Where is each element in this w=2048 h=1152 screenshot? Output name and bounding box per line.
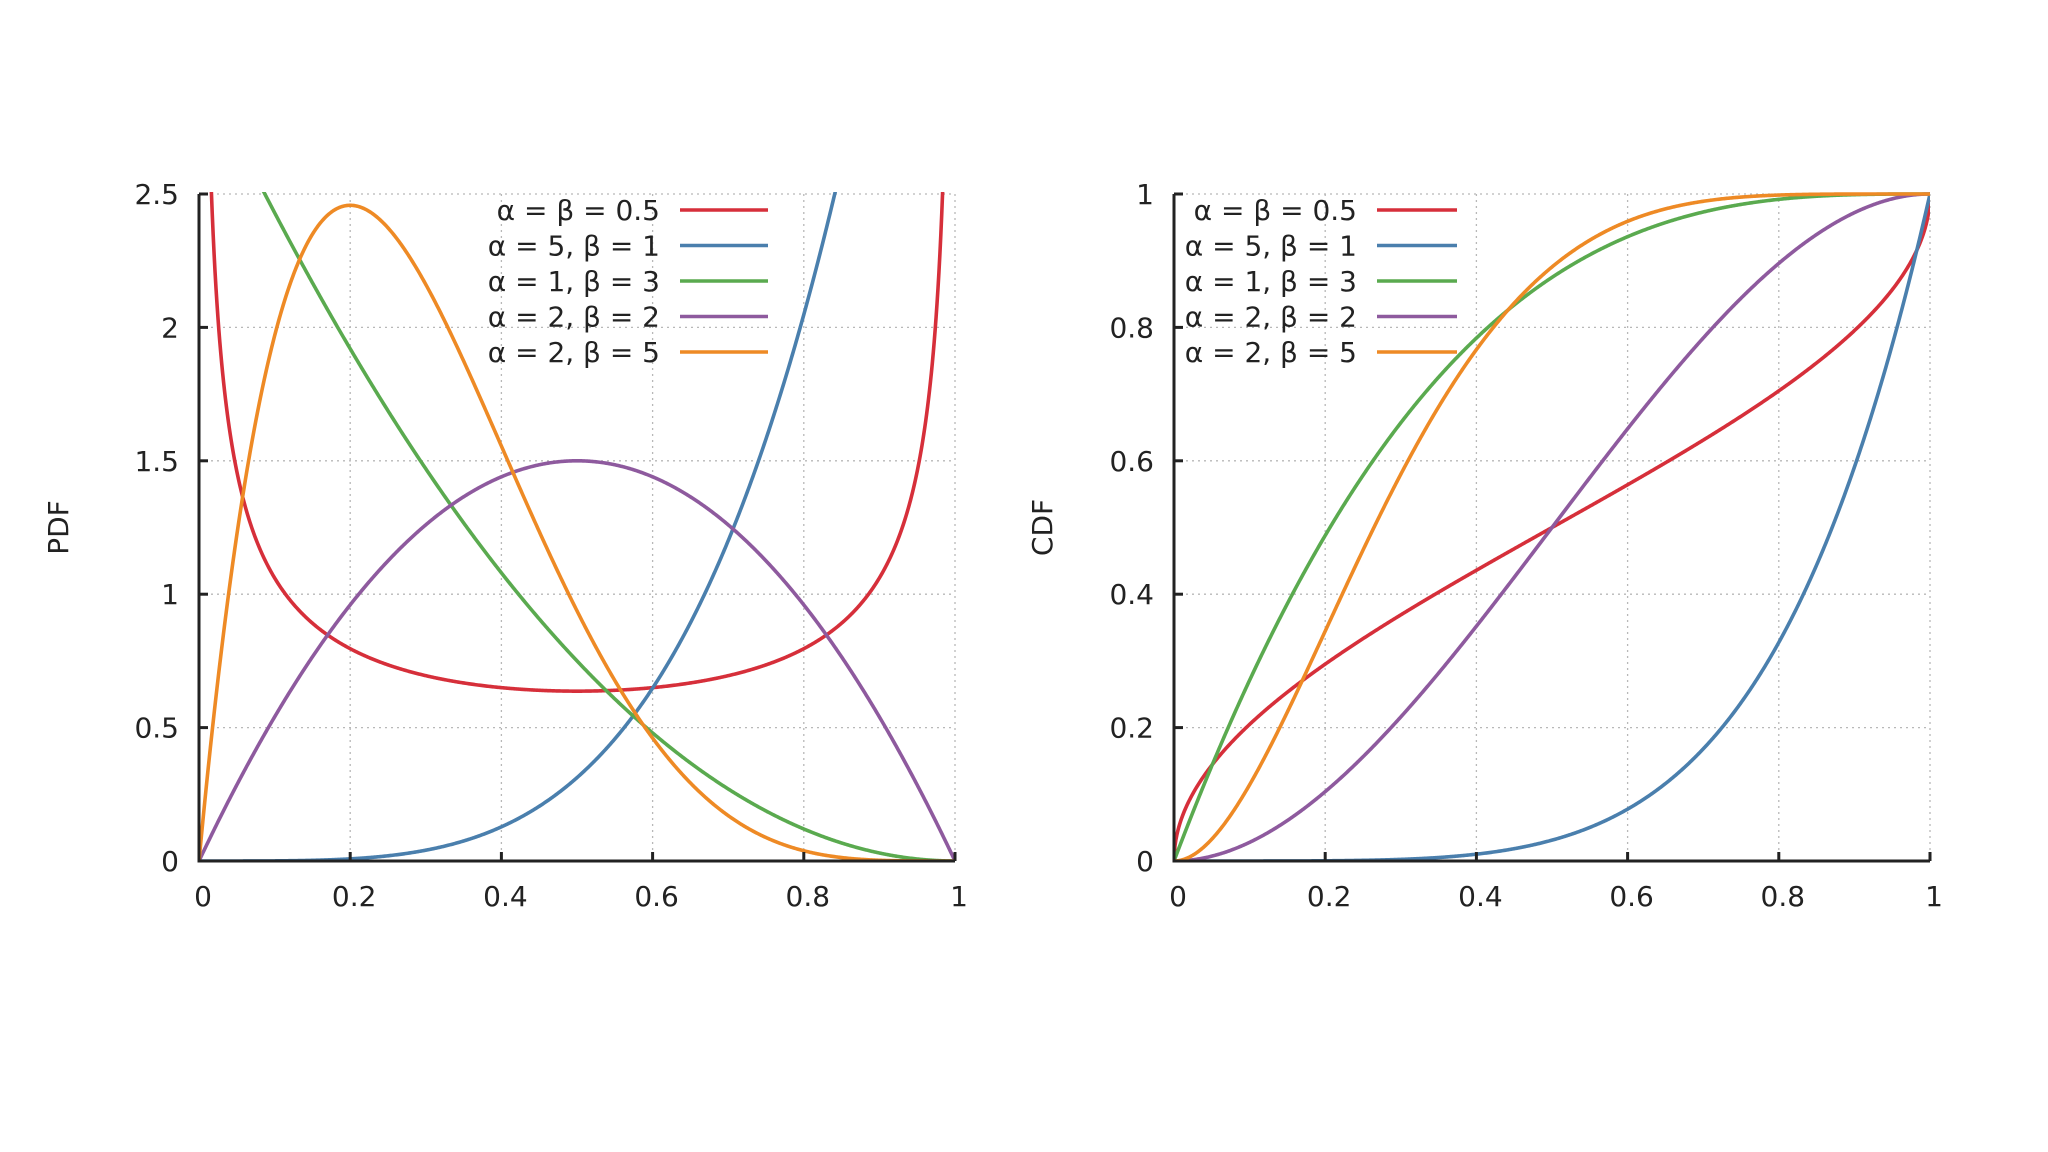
x-tick-label: 1 [950, 880, 968, 913]
y-axis-title: CDF [1026, 499, 1059, 556]
x-tick-label: 0.4 [1458, 880, 1503, 913]
x-tick-label: 1 [1925, 880, 1943, 913]
legend-label: α = 2, β = 5 [1185, 336, 1357, 369]
series-line [1174, 192, 1930, 861]
chart-panel-pdf: 0 0.2 0.4 0.6 0.8 1 0 0.5 1 1.5 2 2.5 PDF α = β = 0.5… [42, 178, 968, 913]
series-line [199, 203, 955, 861]
x-tick-label: 0 [1169, 880, 1187, 913]
y-tick-label: 0.8 [1109, 311, 1154, 344]
x-tick-label: 0.4 [483, 880, 528, 913]
x-tick-label: 0.8 [1761, 880, 1806, 913]
y-tick-label: 0.6 [1109, 445, 1154, 478]
y-tick-label: 1 [161, 578, 179, 611]
x-tick-label: 0.2 [1307, 880, 1352, 913]
series-line [261, 192, 955, 861]
y-tick-label: 0 [161, 845, 179, 878]
series-line [199, 458, 955, 861]
series-line [209, 192, 945, 693]
legend-label: α = 1, β = 3 [1185, 265, 1357, 298]
x-tick-label: 0.6 [634, 880, 679, 913]
legend-label: α = 1, β = 3 [488, 265, 660, 298]
series-line [1174, 192, 1930, 861]
chart-panel-cdf: 0 0.2 0.4 0.6 0.8 1 0 0.2 0.4 0.6 0.8 1 CDF α = β = 0… [1026, 178, 1943, 913]
x-tick-label: 0.8 [786, 880, 831, 913]
y-tick-label: 2 [161, 311, 179, 344]
y-tick-label: 0.2 [1109, 712, 1154, 745]
y-tick-label: 2.5 [134, 178, 179, 211]
series-line [1174, 192, 1930, 861]
legend: α = β = 0.5α = 5, β = 1α = 1, β = 3α = 2… [488, 194, 768, 369]
x-tick-label: 0 [194, 880, 212, 913]
legend-label: α = 5, β = 1 [488, 230, 660, 263]
legend-label: α = β = 0.5 [497, 194, 660, 227]
legend-label: α = 2, β = 2 [488, 301, 660, 334]
legend-label: α = 5, β = 1 [1185, 230, 1357, 263]
legend-label: α = 2, β = 5 [488, 336, 660, 369]
legend-label: α = 2, β = 2 [1185, 301, 1357, 334]
y-tick-label: 0 [1136, 845, 1154, 878]
y-tick-label: 0.4 [1109, 578, 1154, 611]
y-axis-title: PDF [42, 500, 75, 555]
x-tick-label: 0.6 [1609, 880, 1654, 913]
legend: α = β = 0.5α = 5, β = 1α = 1, β = 3α = 2… [1185, 194, 1457, 369]
y-tick-label: 0.5 [134, 712, 179, 745]
x-tick-label: 0.2 [332, 880, 377, 913]
legend-label: α = β = 0.5 [1194, 194, 1357, 227]
y-tick-label: 1.5 [134, 445, 179, 478]
y-tick-label: 1 [1136, 178, 1154, 211]
